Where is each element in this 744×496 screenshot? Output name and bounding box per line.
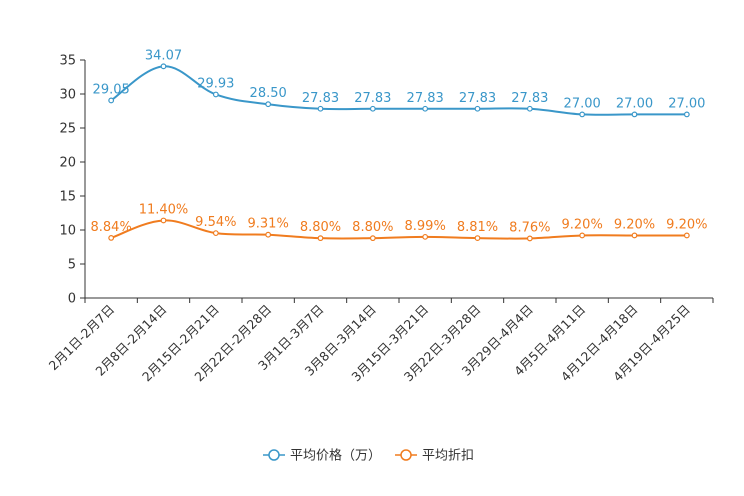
data-label: 8.84% <box>91 220 132 235</box>
data-label: 27.00 <box>616 96 653 111</box>
legend-item-2[interactable]: 平均折扣 <box>395 449 474 464</box>
y-tick-label: 5 <box>68 258 76 273</box>
legend-label: 平均折扣 <box>422 449 474 464</box>
data-label: 8.99% <box>405 219 446 234</box>
legend[interactable]: 平均价格（万） 平均折扣 <box>263 448 474 464</box>
data-label: 8.80% <box>300 220 341 235</box>
series-line <box>110 219 687 240</box>
data-point <box>317 105 324 112</box>
y-tick-label: 0 <box>68 292 76 307</box>
data-label: 27.83 <box>407 91 444 106</box>
data-point <box>631 111 638 118</box>
data-label: 9.54% <box>195 215 236 230</box>
series-layer: 29.05 34.07 29.93 28.50 27.83 27.83 27.83 27.83… <box>91 48 707 242</box>
y-tick-label: 15 <box>59 190 76 205</box>
data-point <box>160 63 167 70</box>
data-point <box>108 234 115 241</box>
data-point <box>212 91 219 98</box>
y-tick-label: 10 <box>59 224 76 239</box>
data-point <box>422 233 429 240</box>
data-label: 9.20% <box>614 217 655 232</box>
data-point <box>579 232 586 239</box>
data-point <box>265 231 272 238</box>
data-label: 34.07 <box>145 48 182 63</box>
data-point <box>422 105 429 112</box>
data-point <box>265 101 272 108</box>
data-label: 27.00 <box>564 96 601 111</box>
data-label: 29.93 <box>197 76 234 91</box>
data-label: 8.80% <box>352 220 393 235</box>
y-tick-label: 20 <box>59 156 76 171</box>
data-label: 9.31% <box>248 217 289 232</box>
data-point <box>526 105 533 112</box>
data-label: 28.50 <box>250 86 287 101</box>
data-point <box>160 217 167 224</box>
legend-swatch-marker <box>268 449 280 461</box>
data-point <box>108 97 115 104</box>
data-point <box>474 105 481 112</box>
data-point <box>369 105 376 112</box>
data-point <box>631 232 638 239</box>
data-point <box>683 111 690 118</box>
data-point <box>212 230 219 237</box>
y-tick-label: 30 <box>59 88 76 103</box>
data-label: 27.83 <box>459 91 496 106</box>
data-point <box>369 235 376 242</box>
data-label: 11.40% <box>139 202 189 217</box>
legend-label: 平均价格（万） <box>290 448 381 464</box>
data-point <box>526 235 533 242</box>
legend-item-1[interactable]: 平均价格（万） <box>263 448 381 464</box>
data-label: 27.00 <box>668 96 705 111</box>
data-label: 8.76% <box>509 220 550 235</box>
series-2: 8.84% 11.40% 9.54% 9.31% 8.80% 8.80% 8.99% 8.81… <box>91 202 707 242</box>
data-point <box>317 235 324 242</box>
data-label: 9.20% <box>562 217 603 232</box>
data-point <box>683 232 690 239</box>
data-label: 27.83 <box>511 91 548 106</box>
data-point <box>474 235 481 241</box>
data-label: 27.83 <box>354 91 391 106</box>
data-label: 29.05 <box>93 82 130 97</box>
data-label: 8.81% <box>457 220 498 235</box>
legend-swatch-marker <box>400 449 412 461</box>
series-1: 29.05 34.07 29.93 28.50 27.83 27.83 27.83 27.83… <box>93 48 705 118</box>
y-tick-label: 25 <box>59 122 76 137</box>
data-point <box>579 111 586 118</box>
y-tick-label: 35 <box>59 54 76 69</box>
data-label: 27.83 <box>302 91 339 106</box>
data-label: 9.20% <box>666 217 707 232</box>
